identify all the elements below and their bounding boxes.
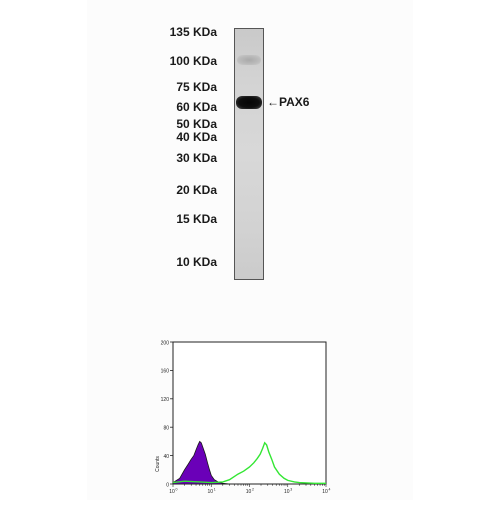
x-tick-label: 10 [169,489,175,495]
mw-marker-label: 75 KDa [176,79,217,94]
pax6-band-label: ←PAX6 [267,95,310,109]
x-tick-label: 10 [246,489,252,495]
x-tick-exponent: 0 [176,488,178,492]
mw-marker-label: 100 KDa [169,53,217,68]
x-tick-exponent: 3 [290,488,292,492]
mw-marker-label: 10 KDa [176,255,217,269]
mw-marker-label: 15 KDa [176,212,217,227]
mw-marker-label: 40 KDa [176,130,217,145]
mw-marker-label: 60 KDa [176,99,217,114]
mw-marker-label: 135 KDa [169,25,217,39]
sample-histogram-line [172,441,326,484]
blot-lane [234,28,264,280]
x-tick-exponent: 2 [252,488,254,492]
x-tick-label: 10 [322,489,328,495]
x-tick-label: 10 [284,489,290,495]
x-tick-exponent: 4 [329,488,331,492]
x-tick-label: 10 [207,489,213,495]
faint-band [237,55,261,65]
mw-marker-label: 20 KDa [176,182,217,197]
y-tick-label: 200 [161,340,170,346]
mw-marker-label: 50 KDa [176,116,217,131]
y-axis-label: Counts [155,456,161,472]
y-tick-label: 80 [163,426,169,432]
flow-cytometry-histogram: 0 40 80 120 160 200 10 0 10 1 10 2 10 3 10 4 Counts [150,336,340,500]
y-tick-label: 40 [163,454,169,460]
y-tick-label: 160 [161,369,170,375]
western-blot-panel: 135 KDa 100 KDa 75 KDa 60 KDa 50 KDa 40 KDa 30… [169,25,310,280]
y-tick-label: 120 [161,397,170,403]
pax6-band [236,96,262,109]
mw-marker-label: 30 KDa [176,150,217,165]
y-tick-label: 0 [166,482,169,488]
x-tick-exponent: 1 [214,488,216,492]
